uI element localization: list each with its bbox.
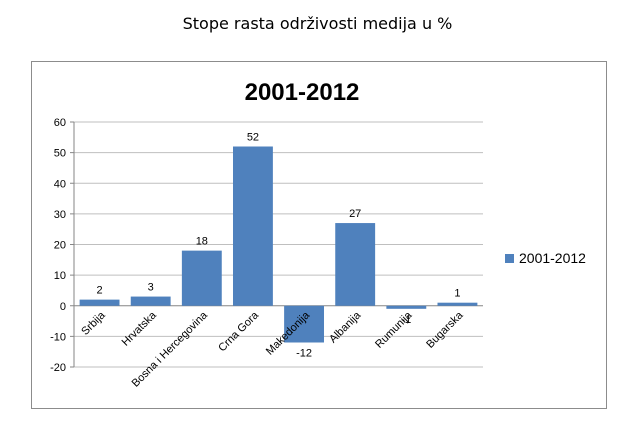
y-tick-label: 60 [54, 117, 66, 129]
y-tick-label: -10 [50, 331, 66, 343]
data-label: 18 [196, 236, 208, 248]
chart-title: 2001-2012 [245, 79, 360, 106]
data-label: 27 [349, 208, 361, 220]
y-tick-label: 10 [54, 270, 66, 282]
y-tick-label: 40 [54, 178, 66, 190]
bar [181, 250, 222, 306]
x-tick-label: Hrvatska [120, 309, 160, 349]
chart-frame: 2001-2012 60 50 40 30 20 10 0 -10 -20 Srbija Hrva… [31, 61, 607, 409]
data-label: 1 [454, 288, 460, 300]
y-tick-label: -20 [50, 362, 66, 374]
x-tick-label: Albanija [327, 309, 364, 346]
y-tick-label: 30 [54, 209, 66, 221]
data-label: -1 [401, 314, 411, 326]
bar [130, 296, 171, 306]
y-tick-label: 20 [54, 240, 66, 252]
x-tick-label: Bugarska [424, 309, 466, 351]
legend: 2001-2012 [505, 250, 586, 266]
data-label: 52 [247, 132, 259, 144]
x-tick-label: Srbija [79, 309, 108, 338]
bar [79, 299, 120, 306]
bar [335, 223, 376, 306]
bar [232, 146, 273, 306]
data-label: 3 [148, 282, 154, 294]
y-tick-label: 50 [54, 148, 66, 160]
bar [284, 305, 325, 343]
bar-chart: 2001-2012 60 50 40 30 20 10 0 -10 -20 Srbija Hrva… [50, 79, 586, 390]
legend-swatch [505, 254, 514, 263]
y-tick-label: 0 [60, 301, 66, 313]
page-title: Stope rasta održivosti medija u % [182, 14, 453, 33]
data-label: 2 [97, 285, 103, 297]
x-tick-label: Crna Gora [216, 309, 261, 354]
legend-label: 2001-2012 [519, 250, 586, 266]
data-label: -12 [296, 348, 312, 360]
bar [386, 305, 427, 309]
bar [437, 302, 478, 306]
